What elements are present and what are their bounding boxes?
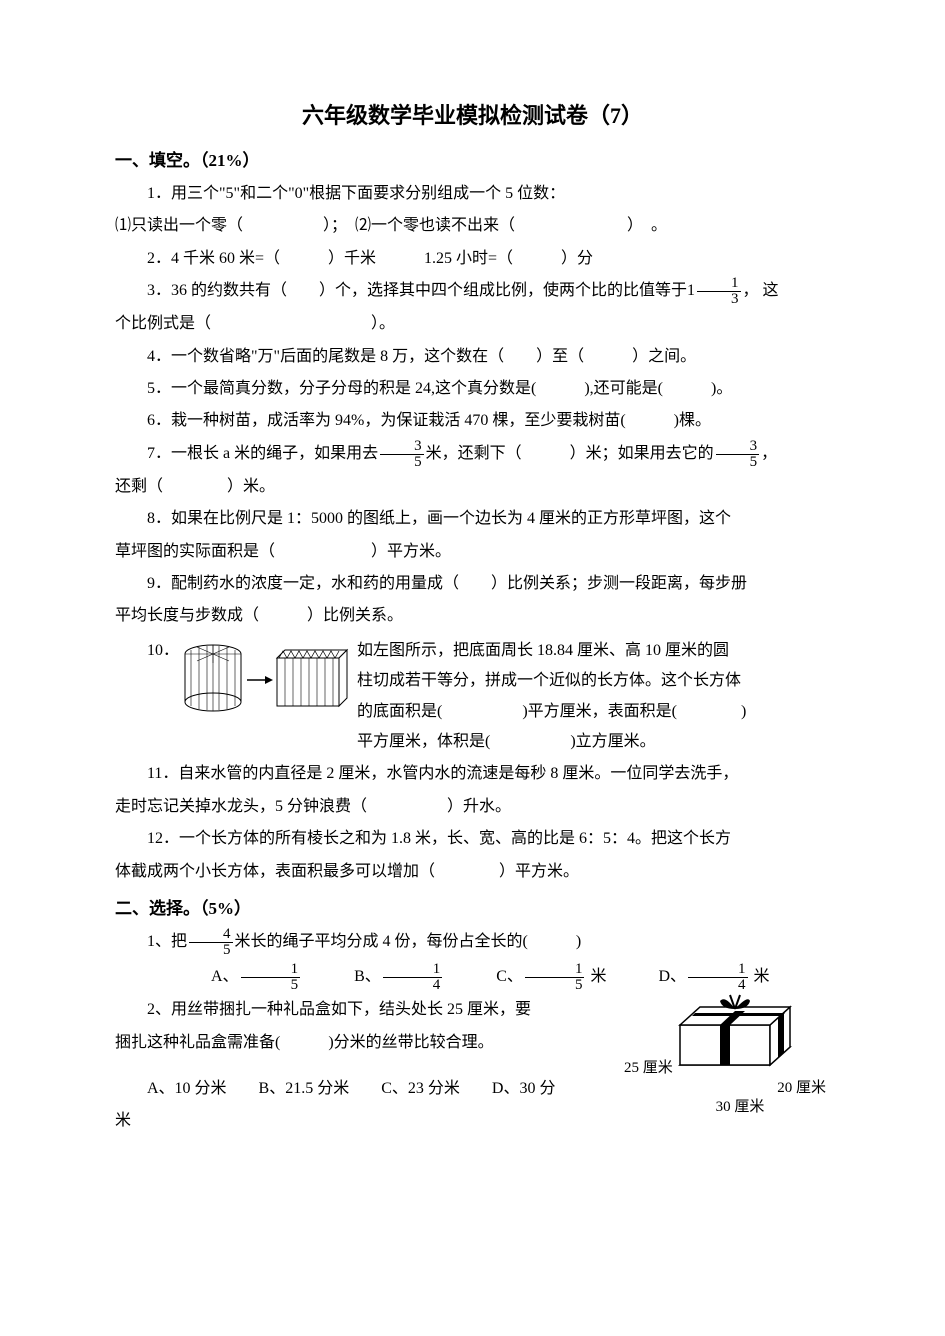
q9-l2: 平均长度与步数成（ ）比例关系。 bbox=[115, 601, 830, 631]
q11-l1: 11．自来水管的内直径是 2 厘米，水管内水的流速是每秒 8 厘米。一位同学去洗… bbox=[115, 759, 830, 789]
q3-frac-num: 1 bbox=[697, 276, 741, 292]
q10-l4: 平方厘米，体积是( )立方厘米。 bbox=[357, 727, 830, 757]
q8-l1: 8．如果在比例尺是 1：5000 的图纸上，画一个边长为 4 厘米的正方形草坪图… bbox=[115, 504, 830, 534]
q8-l2: 草坪图的实际面积是（ ）平方米。 bbox=[115, 537, 830, 567]
s2-q1-frac: 45 bbox=[189, 927, 233, 958]
s2-q1-optD: D、14 米 bbox=[610, 962, 769, 993]
optB-label: B、 bbox=[354, 968, 381, 985]
q3-post: ， 这 bbox=[743, 282, 779, 299]
gift-label-left: 25 厘米 bbox=[624, 1054, 673, 1083]
q3: 3．36 的约数共有（ ）个，选择其中四个组成比例，使两个比的比值等于113， … bbox=[115, 276, 830, 307]
q4: 4．一个数省略"万"后面的尾数是 8 万，这个数在（ ）至（ ）之间。 bbox=[115, 342, 830, 372]
s2-q1-opts: A、15 B、14 C、15 米 D、14 米 bbox=[115, 962, 830, 993]
section2-head: 二、选择。（5%） bbox=[115, 893, 830, 925]
q7-frac1-num: 3 bbox=[380, 439, 424, 455]
q3-pre: 3．36 的约数共有（ ）个，选择其中四个组成比例，使两个比的比值等于 bbox=[147, 282, 687, 299]
q6: 6．栽一种树苗，成活率为 94%，为保证栽活 470 棵，至少要栽树苗( )棵。 bbox=[115, 406, 830, 436]
optC-num: 1 bbox=[525, 962, 585, 978]
q7-frac1: 35 bbox=[380, 439, 424, 470]
q3-mixed-whole: 1 bbox=[687, 282, 695, 299]
q7-frac2-den: 5 bbox=[716, 455, 760, 470]
optD-frac: 14 bbox=[688, 962, 748, 993]
q7-frac2-num: 3 bbox=[716, 439, 760, 455]
s2-q1-pre: 1、把 bbox=[147, 933, 187, 950]
q7-mid: 米，还剩下（ ）米；如果用去它的 bbox=[426, 445, 714, 462]
optC-den: 5 bbox=[525, 978, 585, 993]
q12-l1: 12．一个长方体的所有棱长之和为 1.8 米，长、宽、高的比是 6：5：4。把这… bbox=[115, 824, 830, 854]
q10-l3: 的底面积是( )平方厘米，表面积是( ) bbox=[357, 697, 830, 727]
q10-label: 10． bbox=[115, 636, 179, 666]
q12-l2: 体截成两个小长方体，表面积最多可以增加（ ）平方米。 bbox=[115, 857, 830, 887]
q7: 7．一根长 a 米的绳子，如果用去35米，还剩下（ ）米；如果用去它的35， bbox=[115, 439, 830, 470]
optC-unit: 米 bbox=[586, 968, 606, 985]
cylinder-cuboid-figure bbox=[179, 636, 349, 729]
q2: 2．4 千米 60 米=（ ）千米 1.25 小时=（ ）分 bbox=[115, 244, 830, 274]
q1-sub: ⑴只读出一个零（ ）； ⑵一个零也读不出来（ ） 。 bbox=[115, 211, 830, 241]
q3-line2: 个比例式是（ ）。 bbox=[115, 309, 830, 339]
q10-label-text: 10． bbox=[147, 642, 179, 659]
gift-label-right: 20 厘米 bbox=[777, 1074, 826, 1103]
q7-pre: 7．一根长 a 米的绳子，如果用去 bbox=[147, 445, 378, 462]
optC-frac: 15 bbox=[525, 962, 585, 993]
page-title: 六年级数学毕业模拟检测试卷（7） bbox=[115, 95, 830, 137]
optC-label: C、 bbox=[496, 968, 523, 985]
q1: 1．用三个"5"和二个"0"根据下面要求分别组成一个 5 位数： bbox=[115, 179, 830, 209]
s2-q1-optA: A、15 bbox=[163, 962, 302, 993]
s2-q1-frac-den: 5 bbox=[189, 943, 233, 958]
q7-frac1-den: 5 bbox=[380, 455, 424, 470]
optA-frac: 15 bbox=[241, 962, 301, 993]
s2-q1: 1、把45米长的绳子平均分成 4 份，每份占全长的( ) bbox=[115, 927, 830, 958]
q10-l1: 如左图所示，把底面周长 18.84 厘米、高 10 厘米的圆 bbox=[357, 636, 830, 666]
optD-unit: 米 bbox=[750, 968, 770, 985]
q3-frac-den: 3 bbox=[697, 292, 741, 307]
q10-row: 10． bbox=[115, 636, 830, 758]
q11-l2: 走时忘记关掉水龙头，5 分钟浪费（ ）升水。 bbox=[115, 792, 830, 822]
q10-text: 如左图所示，把底面周长 18.84 厘米、高 10 厘米的圆 柱切成若干等分，拼… bbox=[357, 636, 830, 758]
optB-num: 1 bbox=[383, 962, 443, 978]
q9-l1: 9．配制药水的浓度一定，水和药的用量成（ ）比例关系；步测一段距离，每步册 bbox=[115, 569, 830, 599]
q7-line2: 还剩（ ）米。 bbox=[115, 472, 830, 502]
q5: 5．一个最简真分数，分子分母的积是 24,这个真分数是( ),还可能是( )。 bbox=[115, 374, 830, 404]
optB-den: 4 bbox=[383, 978, 443, 993]
section1-head: 一、填空。（21%） bbox=[115, 145, 830, 177]
gift-box-icon bbox=[650, 993, 810, 1082]
optA-label: A、 bbox=[211, 968, 239, 985]
q3-frac: 13 bbox=[697, 276, 741, 307]
optD-num: 1 bbox=[688, 962, 748, 978]
optD-label: D、 bbox=[658, 968, 686, 985]
optB-frac: 14 bbox=[383, 962, 443, 993]
optD-den: 4 bbox=[688, 978, 748, 993]
q10-l2: 柱切成若干等分，拼成一个近似的长方体。这个长方体 bbox=[357, 666, 830, 696]
gift-box-figure: 25 厘米 20 厘米 30 厘米 bbox=[630, 993, 830, 1121]
optA-den: 5 bbox=[241, 978, 301, 993]
s2-q1-frac-num: 4 bbox=[189, 927, 233, 943]
q7-frac2: 35 bbox=[716, 439, 760, 470]
optA-num: 1 bbox=[241, 962, 301, 978]
s2-q1-post: 米长的绳子平均分成 4 份，每份占全长的( ) bbox=[235, 933, 582, 950]
s2-q2-block: 25 厘米 20 厘米 30 厘米 2、用丝带捆扎一种礼品盒如下，结头处长 25… bbox=[115, 993, 830, 1137]
s2-q1-optB: B、14 bbox=[306, 962, 444, 993]
s2-q1-optC: C、15 米 bbox=[448, 962, 606, 993]
q7-post: ， bbox=[761, 445, 777, 462]
cylinder-cuboid-icon bbox=[179, 636, 349, 718]
